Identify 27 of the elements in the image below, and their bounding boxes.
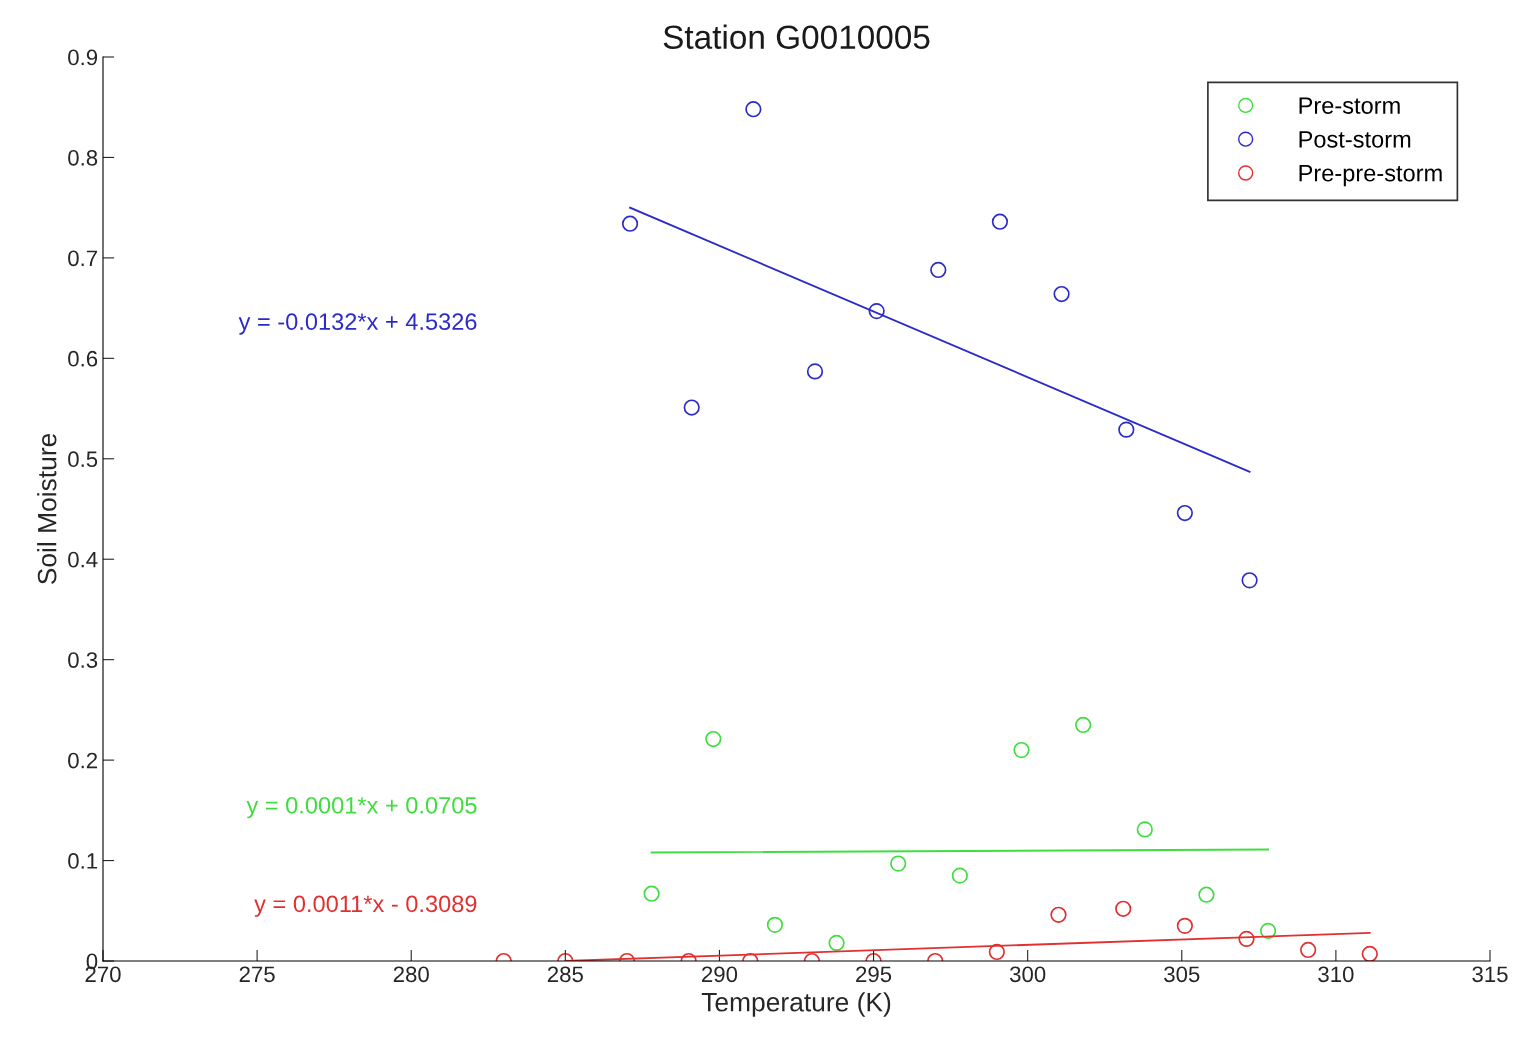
annotation: y = 0.0011*x - 0.3089 — [254, 895, 477, 917]
x-tick-label: 285 — [547, 966, 583, 983]
y-tick-label: 0.6 — [68, 350, 98, 367]
y-tick-label: 0.8 — [68, 149, 98, 166]
annotation: y = -0.0132*x + 4.5326 — [238, 313, 477, 335]
x-tick-label: 295 — [856, 966, 892, 983]
y-tick-label: 0.9 — [68, 49, 98, 66]
y-tick-label: 0.7 — [68, 250, 98, 267]
legend-label: Pre-storm — [1299, 97, 1400, 114]
x-axis-title: Temperature (K) — [701, 992, 891, 1017]
y-axis-title: Soil Moisture — [37, 433, 57, 585]
x-tick-label: 300 — [1009, 966, 1046, 983]
x-tick-label: 290 — [702, 966, 738, 983]
x-tick-label: 280 — [393, 966, 429, 983]
y-tick-label: 0.2 — [68, 752, 98, 769]
legend-label: Pre-pre-storm — [1299, 165, 1442, 187]
x-tick-label: 275 — [239, 966, 275, 983]
x-tick-label: 310 — [1318, 966, 1354, 983]
y-tick-label: 0.3 — [68, 652, 98, 668]
annotation: y = 0.0001*x + 0.0705 — [246, 796, 477, 819]
legend-label: Post-storm — [1299, 131, 1411, 148]
x-tick-label: 305 — [1164, 966, 1200, 983]
chart-title: Station G0010005 — [663, 24, 930, 49]
x-tick-label: 315 — [1472, 966, 1508, 983]
y-tick-label: 0.1 — [68, 853, 98, 869]
y-tick-label: 0.5 — [68, 451, 98, 468]
y-tick-label: 0.4 — [68, 551, 98, 568]
